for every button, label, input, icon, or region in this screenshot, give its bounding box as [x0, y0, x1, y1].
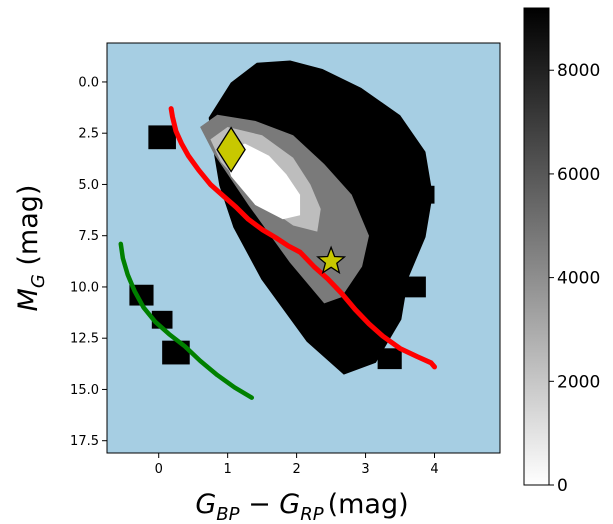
- x-tick-label: 2: [292, 462, 300, 477]
- colorbar: [523, 7, 550, 486]
- x-axis-title: GBP − GRP (mag): [195, 489, 408, 524]
- y-axis-ticks: 0.0 2.5 5.0 7.5 10.0 12.5 15.0 17.5: [70, 75, 107, 449]
- colorbar-tick-label: 6000: [557, 165, 600, 185]
- colorbar-tick-label: 8000: [557, 61, 600, 81]
- green-sequence-line: [118, 241, 255, 400]
- density-region-core: [224, 143, 301, 220]
- outlier-square: [387, 133, 413, 154]
- series-lines: [118, 106, 437, 400]
- colorbar-ticks: 0 2000 4000 6000 8000: [549, 61, 600, 496]
- x-tick-label: 4: [430, 462, 438, 477]
- y-tick-label: 15.0: [70, 383, 99, 398]
- x-axis-ticks: 0 1 2 3 4: [155, 453, 439, 477]
- x-tick-label: 1: [224, 462, 232, 477]
- outlier-square: [293, 77, 314, 95]
- colorbar-tick-label: 0: [557, 476, 568, 496]
- diamond-marker: [216, 126, 246, 173]
- x-tick-label: 0: [155, 462, 163, 477]
- red-sequence-line: [168, 106, 437, 370]
- y-tick-label: 17.5: [70, 434, 99, 449]
- y-tick-label: 5.0: [78, 178, 99, 193]
- y-tick-label: 12.5: [70, 332, 99, 347]
- outlier-square: [403, 220, 425, 239]
- y-tick-label: 10.0: [70, 280, 99, 295]
- outlier-square: [253, 67, 278, 89]
- colorbar-tick-label: 4000: [557, 269, 600, 289]
- y-tick-label: 7.5: [78, 229, 99, 244]
- colorbar-tick-label: 2000: [557, 372, 600, 392]
- y-tick-label: 0.0: [78, 75, 99, 90]
- x-tick-label: 3: [361, 462, 369, 477]
- y-tick-label: 2.5: [78, 127, 99, 142]
- outlier-square: [148, 125, 176, 150]
- y-axis-title: MG (mag): [13, 185, 49, 312]
- outlier-square: [413, 185, 435, 204]
- star-marker: [316, 245, 347, 275]
- outlier-square: [401, 276, 426, 298]
- plot-frame: [106, 42, 501, 454]
- outlier-square: [377, 348, 402, 370]
- markers: [216, 126, 347, 275]
